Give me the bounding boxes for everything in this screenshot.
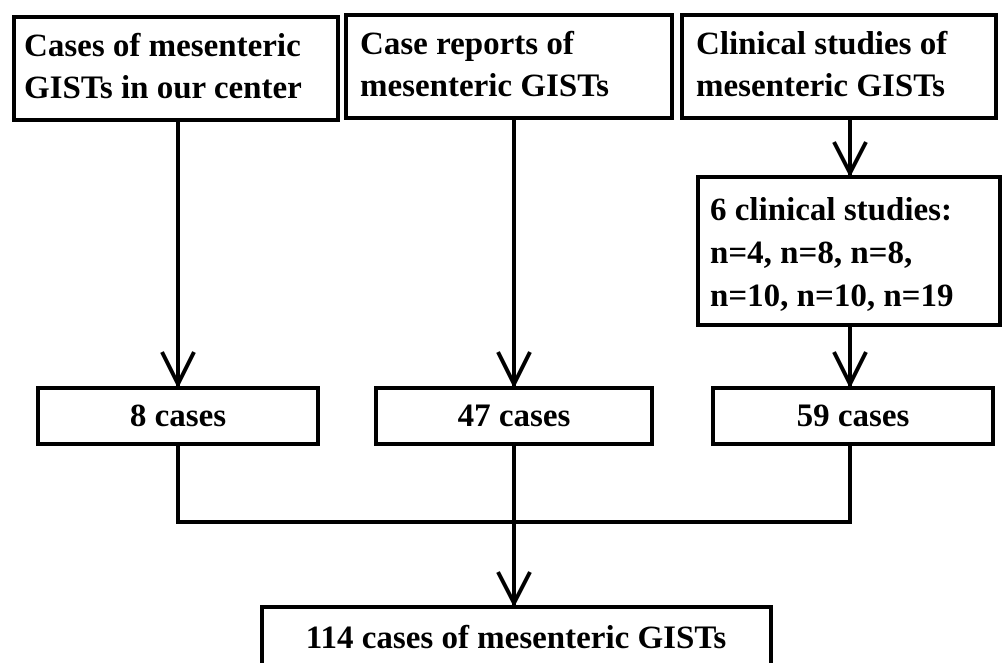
box-text: Cases of mesenteric — [24, 28, 301, 64]
box-text: n=10, n=10, n=19 — [710, 278, 953, 314]
source-box — [12, 15, 340, 122]
box-text: Clinical studies of — [696, 26, 948, 62]
source-box — [680, 13, 998, 120]
box-text: 59 cases — [797, 398, 910, 434]
box-text: n=4, n=8, n=8, — [710, 235, 912, 271]
arrowhead — [832, 351, 868, 389]
box-text: 8 cases — [130, 398, 226, 434]
box-text: 47 cases — [458, 398, 571, 434]
arrowhead — [496, 571, 532, 608]
total-box — [260, 605, 773, 663]
count-box — [374, 386, 654, 446]
arrowhead — [160, 351, 196, 389]
box-text: 6 clinical studies: — [710, 192, 952, 228]
arrowhead — [832, 141, 868, 178]
count-box — [36, 386, 320, 446]
box-text: GISTs in our center — [24, 70, 302, 106]
studies-box — [696, 175, 1002, 327]
box-text: mesenteric GISTs — [360, 68, 609, 104]
connectors — [160, 118, 868, 608]
box-text: 114 cases of mesenteric GISTs — [306, 620, 727, 656]
box-text: Case reports of — [360, 26, 575, 62]
count-box — [711, 386, 995, 446]
source-box — [344, 13, 674, 120]
arrowhead — [496, 351, 532, 389]
box-text: mesenteric GISTs — [696, 68, 945, 104]
